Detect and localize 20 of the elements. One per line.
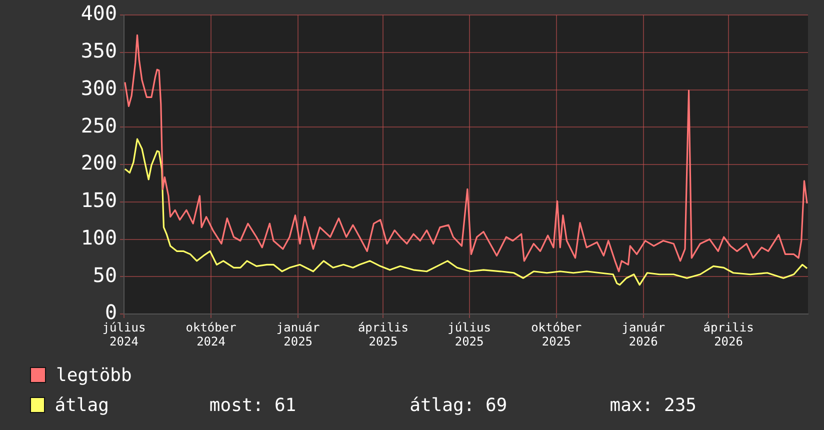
- x-tick-label: október 2025: [531, 320, 582, 349]
- x-tick-label: április 2026: [703, 320, 754, 349]
- x-tick-label: október 2024: [186, 320, 236, 349]
- text: max: 235: [610, 394, 698, 416]
- legend-label: átlag: [54, 394, 110, 416]
- y-tick-label: 350: [80, 38, 117, 63]
- y-tick-label: 300: [80, 76, 117, 100]
- y-tick-label: 400: [80, 1, 117, 26]
- x-tick-label: július 2025: [448, 320, 491, 349]
- x-tick-label: január 2026: [622, 320, 666, 349]
- text: átlag: 69: [410, 394, 508, 416]
- text: most: 61: [209, 394, 298, 416]
- y-tick-label: 150: [80, 188, 117, 212]
- y-tick-label: 200: [80, 150, 117, 175]
- y-tick-label: 50: [92, 262, 117, 287]
- x-tick-label: január 2025: [276, 320, 320, 349]
- y-tick-label: 250: [80, 113, 117, 138]
- x-tick-label: április 2025: [358, 320, 409, 349]
- legend-label: legtöbb: [56, 364, 133, 386]
- y-tick-label: 100: [80, 225, 117, 250]
